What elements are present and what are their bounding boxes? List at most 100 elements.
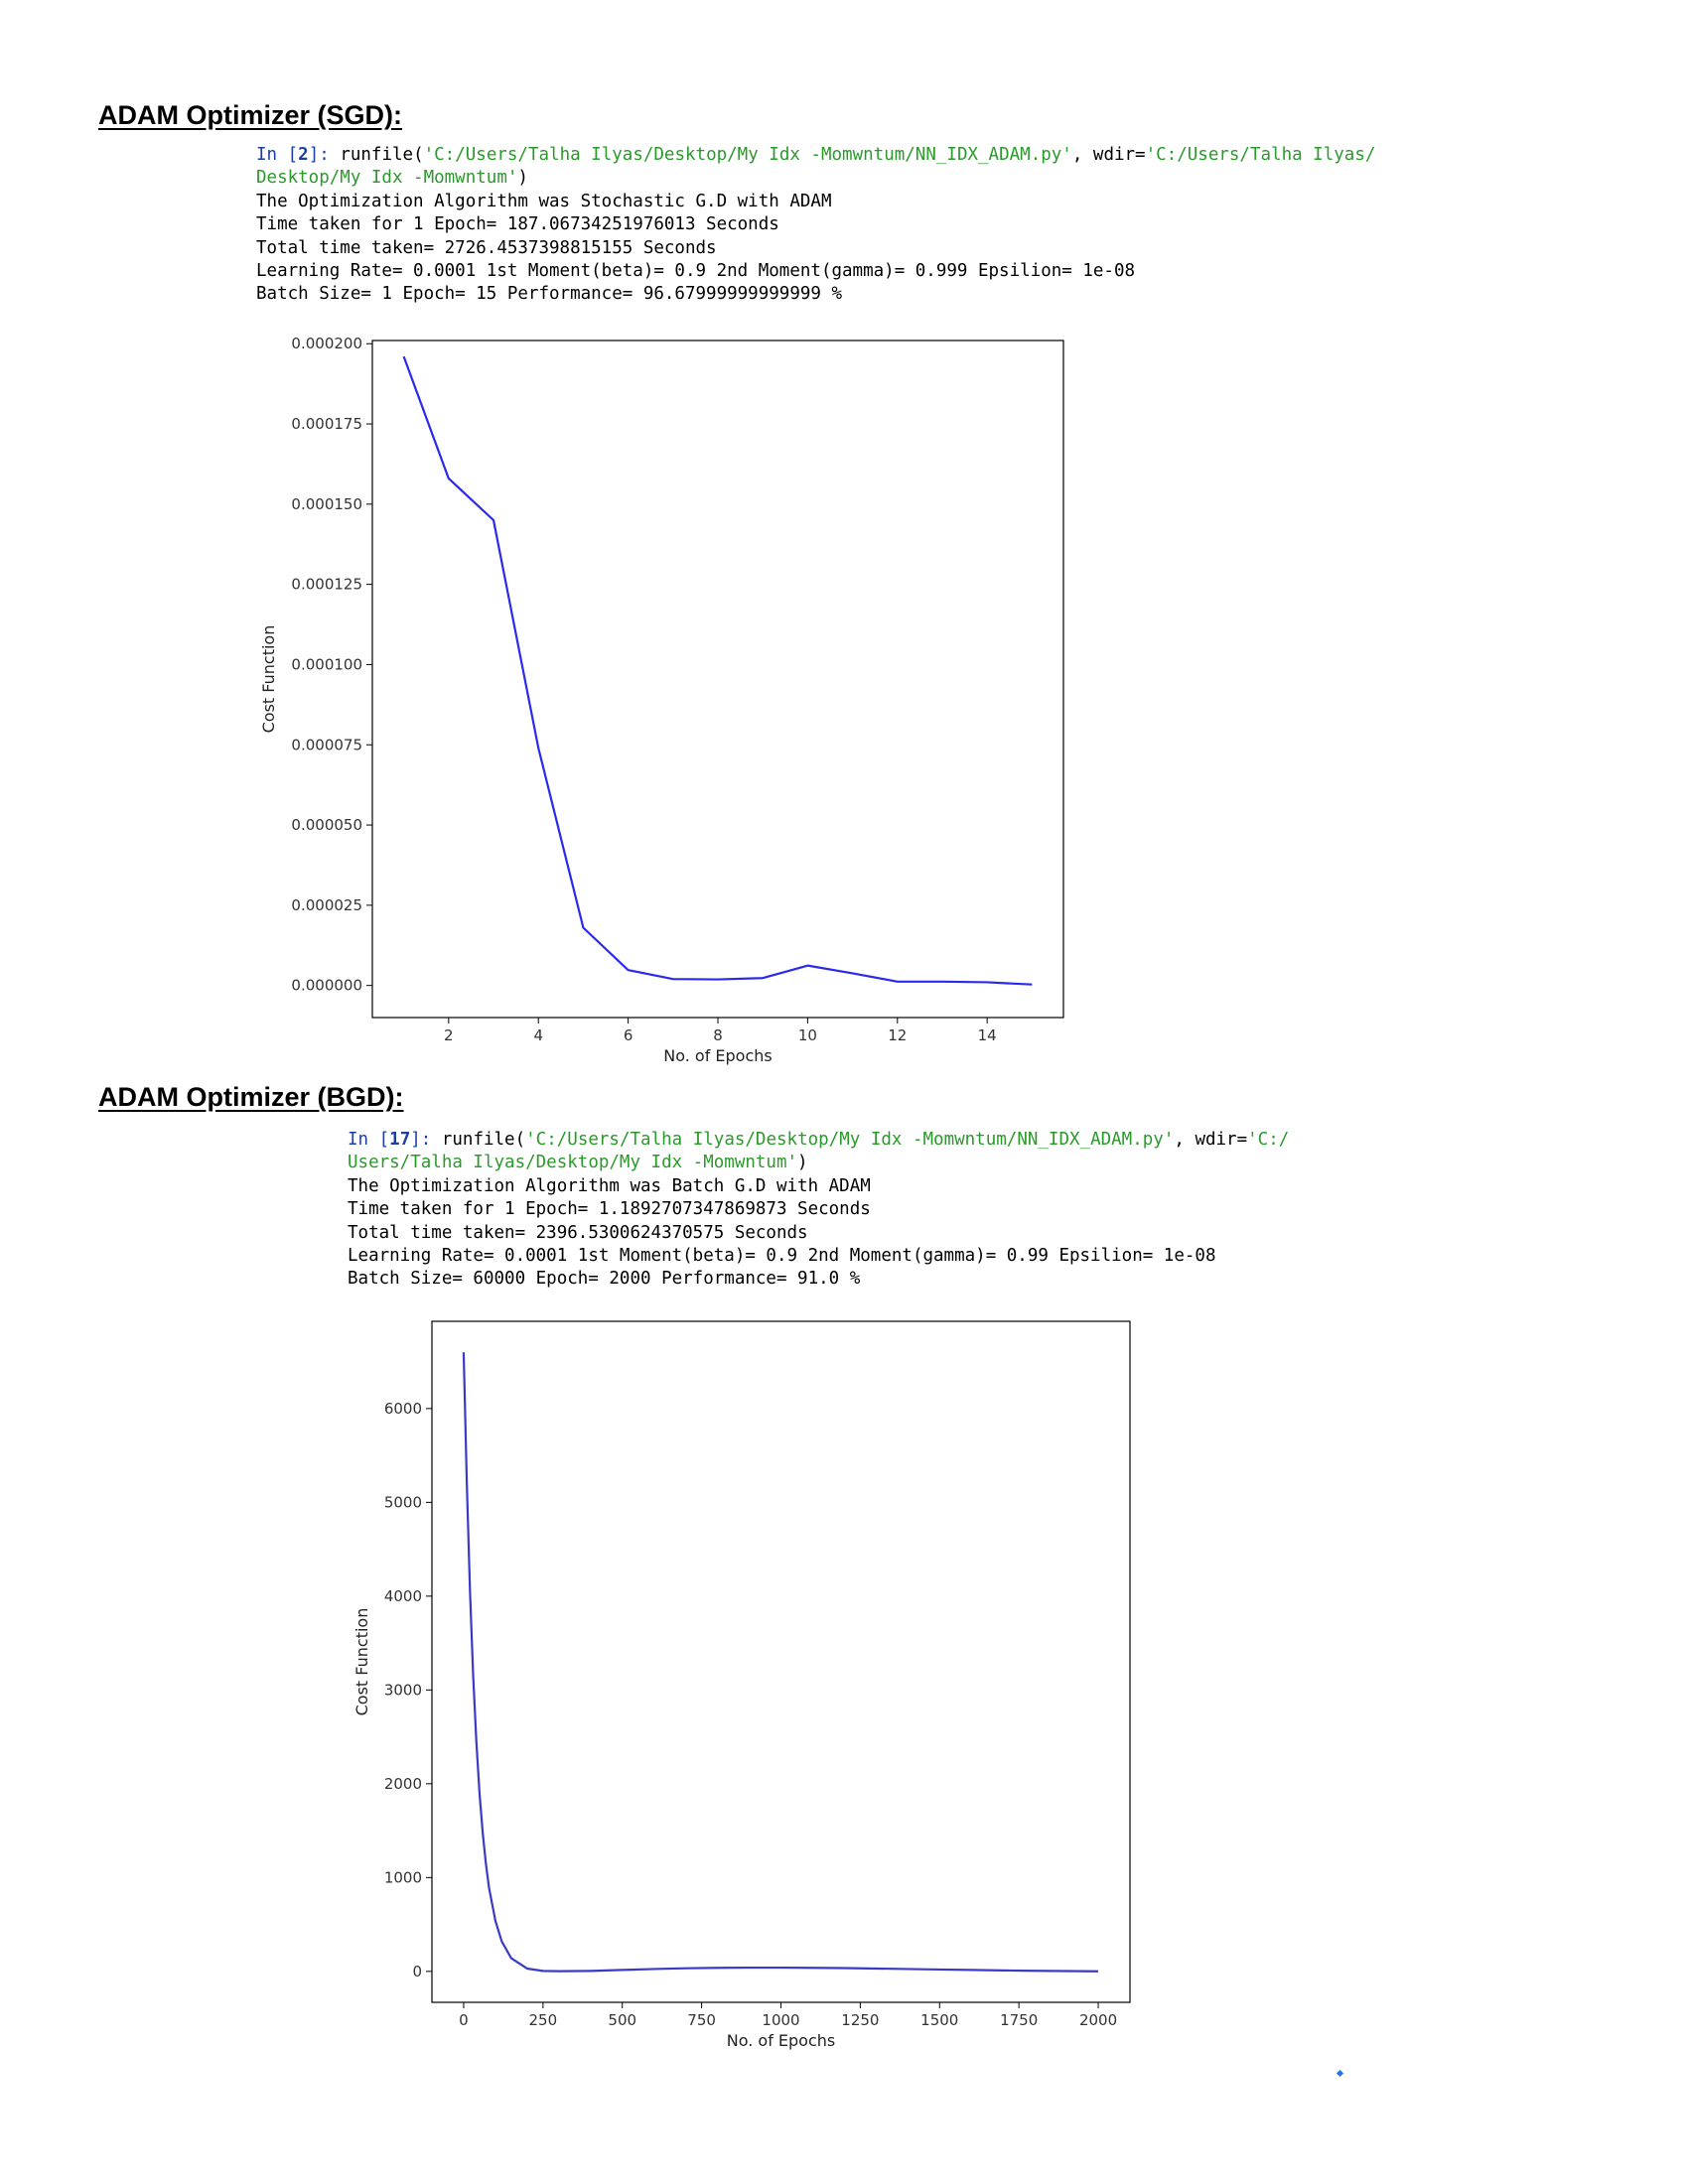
x-tick-label: 14 — [978, 1026, 997, 1044]
x-tick-label: 12 — [888, 1026, 907, 1044]
console-output-bgd: In [17]: runfile('C:/Users/Talha Ilyas/D… — [348, 1129, 1289, 1292]
x-tick: 8 — [713, 1018, 723, 1044]
x-tick-label: 1750 — [1000, 2011, 1038, 2029]
output-line-epoch-time: Time taken for 1 Epoch= 187.067342519760… — [256, 214, 779, 235]
command-wdir-part2: Desktop/My Idx -Momwntum' — [256, 168, 518, 189]
y-tick-label: 1000 — [384, 1868, 422, 1886]
y-tick: 0.000075 — [291, 736, 372, 753]
y-tick-label: 0.000175 — [291, 415, 362, 433]
y-axis-label: Cost Function — [259, 625, 278, 734]
prompt-number: 17 — [389, 1130, 411, 1150]
command-name: runfile( — [441, 1130, 526, 1150]
x-tick-label: 1000 — [762, 2011, 799, 2029]
output-line-performance: Batch Size= 1 Epoch= 15 Performance= 96.… — [256, 284, 843, 305]
y-tick-label: 0.000125 — [291, 576, 362, 594]
output-line-epoch-time: Time taken for 1 Epoch= 1.18927073478698… — [348, 1199, 871, 1220]
y-tick-label: 0.000100 — [291, 655, 362, 673]
command-close: ) — [517, 168, 528, 189]
y-tick: 0.000000 — [291, 977, 372, 995]
command-file-arg: 'C:/Users/Talha Ilyas/Desktop/My Idx -Mo… — [525, 1130, 1175, 1150]
y-tick: 0.000175 — [291, 415, 372, 433]
y-tick-label: 5000 — [384, 1493, 422, 1511]
output-line-performance: Batch Size= 60000 Epoch= 2000 Performanc… — [348, 1269, 861, 1290]
y-tick: 5000 — [384, 1493, 432, 1511]
prompt-suffix: ]: — [308, 145, 341, 165]
x-tick-label: 8 — [713, 1026, 723, 1044]
x-tick-label: 1250 — [841, 2011, 879, 2029]
x-tick: 1750 — [1000, 2002, 1038, 2029]
command-wdir-key: , wdir= — [1174, 1130, 1248, 1150]
output-line-total-time: Total time taken= 2396.5300624370575 Sec… — [348, 1222, 808, 1243]
y-tick: 0.000050 — [291, 816, 372, 834]
series-line — [402, 355, 1033, 986]
prompt-prefix: In [ — [348, 1130, 390, 1150]
x-tick: 10 — [798, 1018, 817, 1044]
output-line-algorithm: The Optimization Algorithm was Batch G.D… — [348, 1175, 871, 1196]
y-tick: 0.000025 — [291, 896, 372, 914]
command-wdir-part2: Users/Talha Ilyas/Desktop/My Idx -Momwnt… — [348, 1153, 798, 1173]
command-name: runfile( — [340, 145, 424, 165]
plot-frame — [431, 1320, 1131, 2003]
y-tick: 0.000100 — [291, 655, 372, 673]
prompt-suffix: ]: — [410, 1130, 442, 1150]
y-tick: 0.000125 — [291, 576, 372, 594]
x-tick: 250 — [529, 2002, 558, 2029]
x-tick: 4 — [533, 1018, 543, 1044]
y-axis-label: Cost Function — [352, 1608, 371, 1716]
prompt-prefix: In [ — [256, 145, 299, 165]
y-tick-label: 0.000025 — [291, 896, 362, 914]
x-tick: 1500 — [920, 2002, 958, 2029]
x-tick: 750 — [687, 2002, 716, 2029]
y-tick-label: 6000 — [384, 1400, 422, 1418]
y-tick-label: 0 — [412, 1963, 422, 1980]
x-tick: 2 — [444, 1018, 454, 1044]
y-tick-label: 4000 — [384, 1587, 422, 1605]
y-tick: 0.000150 — [291, 495, 372, 513]
x-tick-label: 4 — [533, 1026, 543, 1044]
command-wdir-key: , wdir= — [1071, 145, 1146, 165]
command-wdir-part1: 'C:/Users/Talha Ilyas/ — [1145, 145, 1376, 165]
x-tick-label: 750 — [687, 2011, 716, 2029]
y-tick-label: 0.000075 — [291, 736, 362, 753]
x-tick: 500 — [608, 2002, 636, 2029]
x-tick-label: 1500 — [920, 2011, 958, 2029]
output-line-algorithm: The Optimization Algorithm was Stochasti… — [256, 191, 832, 211]
section-heading-bgd: ADAM Optimizer (BGD): — [98, 1082, 404, 1112]
chart-sgd-group: 2 4 6 8 10 12 14 0.000000 0.000025 0.000050 0.0000… — [259, 335, 1064, 1065]
x-tick: 2000 — [1079, 2002, 1117, 2029]
x-tick: 0 — [459, 2002, 469, 2029]
x-tick-label: 6 — [624, 1026, 633, 1044]
x-tick: 12 — [888, 1018, 907, 1044]
y-tick: 0.000200 — [291, 335, 372, 352]
output-line-hyperparams: Learning Rate= 0.0001 1st Moment(beta)= … — [348, 1246, 1216, 1267]
prompt-number: 2 — [298, 145, 309, 165]
y-tick-label: 3000 — [384, 1681, 422, 1699]
y-tick-label: 0.000000 — [291, 977, 362, 995]
series-line — [462, 1352, 1099, 1973]
y-tick: 2000 — [384, 1775, 432, 1793]
y-tick-label: 2000 — [384, 1775, 422, 1793]
stray-mark — [1336, 2069, 1344, 2078]
section-heading-sgd: ADAM Optimizer (SGD): — [98, 100, 402, 130]
x-tick-label: 250 — [529, 2011, 558, 2029]
y-tick: 6000 — [384, 1400, 432, 1418]
y-tick: 1000 — [384, 1868, 432, 1886]
y-tick-label: 0.000050 — [291, 816, 362, 834]
y-tick: 4000 — [384, 1587, 432, 1605]
output-line-total-time: Total time taken= 2726.4537398815155 Sec… — [256, 237, 717, 258]
y-tick-label: 0.000200 — [291, 335, 362, 352]
x-tick: 1000 — [762, 2002, 800, 2029]
y-tick: 3000 — [384, 1681, 432, 1699]
x-axis-label: No. of Epochs — [663, 1046, 772, 1065]
x-tick-label: 2 — [444, 1026, 454, 1044]
chart-bgd-group: 0 250 500 750 1000 1250 1500 1750 2000 0 1000 2000 3… — [352, 1320, 1131, 2050]
x-tick-label: 2000 — [1079, 2011, 1117, 2029]
command-file-arg: 'C:/Users/Talha Ilyas/Desktop/My Idx -Mo… — [423, 145, 1072, 165]
x-tick-label: 0 — [459, 2011, 469, 2029]
command-wdir-part1: 'C:/ — [1247, 1130, 1290, 1150]
x-tick-label: 10 — [798, 1026, 817, 1044]
x-tick: 6 — [624, 1018, 633, 1044]
plot-frame — [371, 340, 1064, 1019]
x-tick: 1250 — [841, 2002, 879, 2029]
y-tick: 0 — [412, 1963, 432, 1980]
